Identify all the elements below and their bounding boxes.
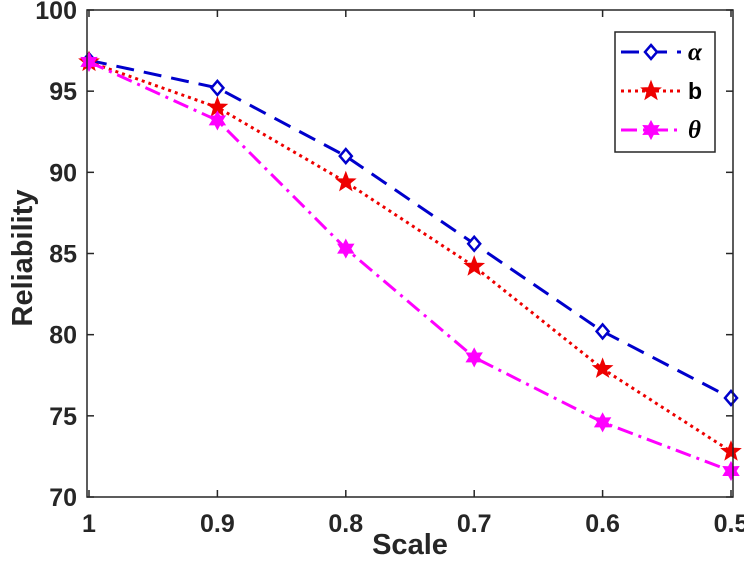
series-line [88, 60, 732, 473]
y-tick-label: 95 [49, 78, 77, 106]
data-point [463, 255, 486, 276]
legend-marker [642, 119, 660, 141]
legend-label: b [688, 78, 702, 104]
data-point [337, 238, 355, 259]
data-point [80, 51, 98, 72]
data-point [208, 110, 227, 131]
data-point [594, 322, 611, 341]
x-tick-label: 0.7 [457, 510, 492, 538]
y-tick-label: 80 [49, 322, 77, 350]
legend-marker [640, 79, 662, 101]
y-axis-title: Reliability [7, 190, 39, 327]
x-tick-label: 0.6 [585, 510, 620, 538]
x-axis-title: Scale [372, 529, 448, 561]
legend-label: θ [688, 117, 701, 144]
data-point [209, 78, 226, 97]
data-point [723, 389, 739, 407]
legend-entry: b [621, 78, 702, 104]
legend: αbθ [614, 31, 716, 153]
x-tick-label: 1 [82, 510, 96, 538]
legend-entry: θ [621, 117, 701, 144]
data-point [334, 170, 357, 192]
y-tick-label: 70 [49, 484, 77, 512]
data-point [466, 234, 482, 253]
y-tick-label: 85 [49, 241, 77, 269]
data-point [720, 440, 742, 461]
data-point [591, 357, 614, 378]
legend-marker [643, 43, 659, 61]
x-tick-label: 0.5 [714, 510, 744, 538]
legend-entry: α [621, 39, 703, 66]
data-point [338, 147, 354, 166]
legend-label: α [688, 39, 703, 66]
y-tick-label: 100 [35, 0, 77, 25]
series-line [88, 60, 732, 453]
series-3 [80, 51, 740, 482]
x-tick-label: 0.8 [328, 510, 363, 538]
data-point [465, 347, 483, 368]
axes: 70 75 80 85 90 95 100 1 0.9 0.8 0.7 0.6 0.5 [35, 0, 744, 538]
plot-area [78, 50, 742, 482]
y-tick-label: 90 [49, 159, 77, 187]
series-1 [81, 51, 739, 407]
x-tick-label: 0.9 [200, 510, 235, 538]
data-point [593, 412, 612, 433]
data-point [722, 460, 740, 482]
y-tick-label: 75 [49, 403, 77, 431]
